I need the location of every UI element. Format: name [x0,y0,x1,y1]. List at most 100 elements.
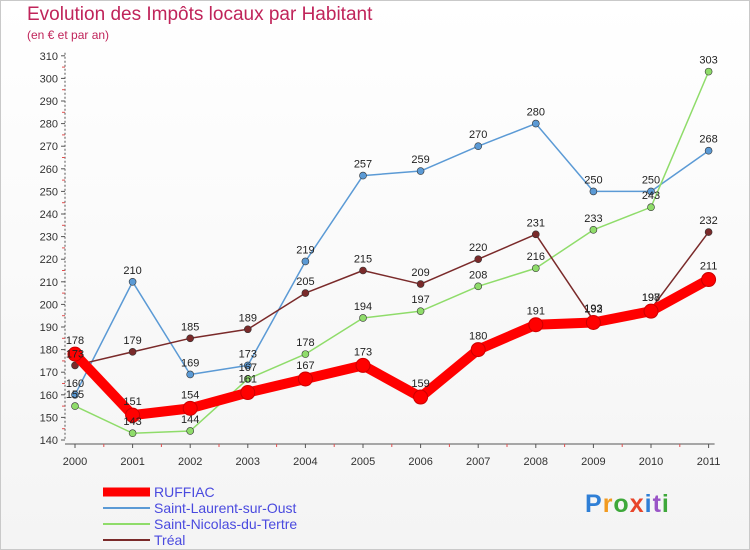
legend-label: Tréal [154,532,185,548]
data-point [186,370,194,379]
data-label: 280 [527,107,545,119]
x-tick-label: 2004 [293,456,317,468]
data-point [528,317,544,333]
data-label: 192 [584,303,602,315]
data-label: 250 [584,174,602,186]
data-label: 219 [296,244,314,256]
y-tick-label: 160 [40,390,58,402]
x-tick-label: 2002 [178,456,202,468]
data-point [589,187,598,196]
data-point [531,264,540,273]
data-point [470,342,486,358]
y-tick-label: 190 [40,322,58,334]
data-point [474,255,483,264]
series-line-ruffiac [70,274,714,421]
y-tick-label: 300 [40,73,58,85]
data-point [474,142,483,150]
logo-letter: P [585,490,603,518]
data-point [297,371,313,387]
data-point [531,230,540,239]
logo-letter: r [602,490,614,518]
data-label: 160 [66,378,84,390]
legend: RUFFIACSaint-Laurent-sur-OustSaint-Nicol… [103,484,297,548]
data-point [128,429,137,438]
series-line-saint-nicolas-du-tertre [74,70,710,434]
x-tick-label: 2011 [697,456,721,468]
data-label: 198 [642,292,660,304]
y-tick-label: 140 [40,435,58,447]
x-tick-label: 2006 [408,456,432,468]
data-label: 193 [584,303,602,315]
y-tick-label: 210 [40,277,58,289]
y-tick-label: 250 [40,186,58,198]
data-label: 173 [354,346,372,358]
data-point [301,289,310,297]
data-label: 167 [296,360,314,372]
data-label: 250 [642,174,660,186]
y-tick-label: 270 [40,141,58,153]
data-label: 205 [296,276,314,288]
data-label: 185 [181,321,199,333]
data-point [704,146,713,155]
data-label: 180 [469,331,487,343]
data-label: 144 [181,414,199,426]
legend-label: Saint-Nicolas-du-Tertre [154,516,297,532]
x-tick-label: 2003 [236,456,260,468]
data-point [531,119,540,128]
data-label: 233 [584,213,602,225]
data-point [128,277,137,286]
data-label: 159 [411,378,429,390]
data-label: 155 [66,389,84,401]
data-point [71,361,79,370]
data-label: 220 [469,242,487,254]
series-line-tr-al [74,231,710,367]
data-label: 143 [123,416,141,428]
data-point [647,187,655,196]
y-tick-label: 150 [40,412,58,424]
data-point [704,67,713,76]
x-tick-label: 2005 [351,456,375,468]
data-point [704,228,713,236]
data-label: 161 [239,374,257,386]
data-label: 270 [469,129,487,141]
y-tick-label: 170 [40,367,58,379]
x-tick-label: 2008 [524,456,548,468]
data-labels: 160 210 169 173 219 257 259 270 280 250 250 268 155 1… [66,55,718,429]
data-label: 189 [239,312,257,324]
tick-labels: 140 150 160 170 180 190 200 210 220 230 240 250 260 2… [40,51,721,468]
data-point [67,346,83,362]
data-label: 208 [469,269,487,281]
data-label: 303 [699,55,717,67]
data-label: 197 [642,292,660,304]
data-point [244,325,252,334]
data-label: 154 [181,389,199,401]
data-point [125,407,141,423]
data-label: 232 [699,215,717,227]
chart-subtitle: (en € et par an) [27,28,110,42]
data-label: 151 [123,396,141,408]
data-point [416,167,425,175]
x-tick-label: 2000 [63,456,87,468]
logo-letter: t [652,490,662,518]
y-tick-label: 180 [40,345,58,357]
data-point [244,361,252,370]
data-point [71,390,79,399]
y-tick-label: 220 [40,254,58,266]
data-label: 210 [123,265,141,277]
data-point [359,266,367,275]
y-tick-label: 200 [40,299,58,311]
proxiti-logo: Proxiti [585,490,670,519]
x-tick-label: 2001 [120,456,144,468]
data-point [474,282,483,291]
data-point [701,272,717,288]
data-label: 179 [123,335,141,347]
data-label: 209 [411,267,429,279]
series-line-saint-laurent-sur-oust [74,122,710,396]
data-point [355,357,371,373]
data-point [413,389,429,405]
data-point [301,350,310,358]
data-point [186,427,194,435]
series-lines [67,67,717,438]
logo-letter: i [644,490,653,518]
